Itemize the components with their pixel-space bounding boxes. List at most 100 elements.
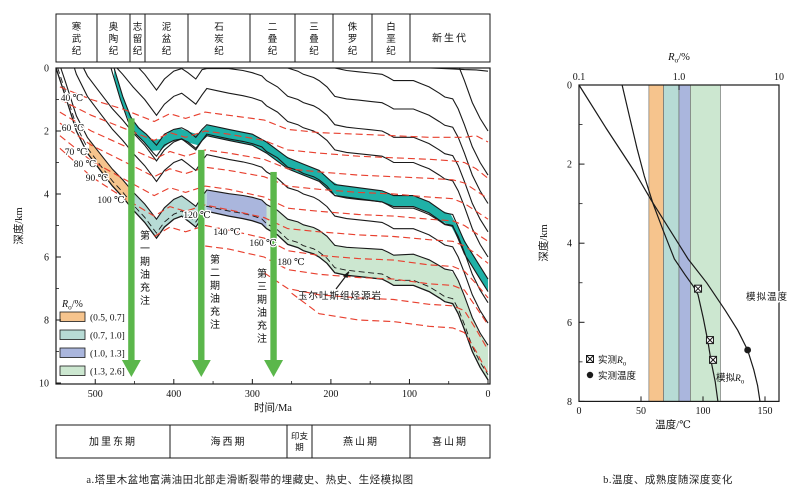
isotherm-label: 120 ℃ [183, 211, 211, 221]
period-label: 新生代 [432, 32, 468, 45]
isotherm-label: 100 ℃ [97, 196, 125, 206]
period-label: 白垩纪 [386, 21, 396, 57]
stratum-curve [83, 67, 489, 303]
svg-text:充: 充 [210, 305, 220, 318]
svg-text:盆: 盆 [162, 33, 172, 45]
period-box [332, 13, 373, 63]
svg-text:纪: 纪 [109, 45, 119, 57]
isotherm-label: 40 ℃ [61, 94, 84, 104]
tectonic-stages: 加里东期 海西期 印支期 燕山期 喜山期 [55, 424, 491, 459]
svg-text:第: 第 [257, 267, 267, 280]
depth-tick-label: 8 [567, 397, 572, 408]
sim-temp-curve [578, 84, 761, 402]
panel-a-axes: 0 2 4 6 8 10 500 400 300 200 100 0 时间/Ma 深度/km [12, 64, 491, 414]
y-tick-label: 6 [44, 253, 49, 264]
depth-tick-label: 0 [567, 81, 572, 92]
legend-circle-symbol [586, 371, 594, 379]
svg-text:期: 期 [210, 280, 220, 292]
svg-text:三: 三 [309, 23, 319, 33]
tectonic-box [286, 424, 313, 459]
ro-tick-label: 10 [774, 72, 784, 83]
tectonic-box [55, 424, 171, 459]
svg-text:叠: 叠 [309, 34, 319, 45]
svg-text:纪: 纪 [72, 45, 82, 57]
temp-axis-title: 温度/℃ [655, 418, 691, 431]
period-box [409, 13, 491, 63]
y-axis-title: 深度/km [12, 207, 25, 244]
sim-ro-label: 模拟Ro [716, 372, 745, 386]
svg-text:二: 二 [210, 268, 220, 279]
svg-text:一: 一 [140, 244, 150, 255]
oil-charge-arrow-3 [264, 171, 284, 377]
svg-text:炭: 炭 [214, 34, 224, 45]
source-base-curve [55, 67, 489, 381]
isotherm-40 [59, 86, 489, 143]
svg-text:注: 注 [140, 294, 150, 307]
period-label: 奥陶纪 [109, 21, 119, 57]
x-axis-title: 时间/Ma [254, 401, 292, 414]
svg-text:充: 充 [257, 319, 267, 332]
svg-text:纪: 纪 [268, 45, 278, 57]
legend-swatch-orange [59, 311, 86, 322]
tectonic-box [409, 424, 491, 459]
maturity-zone-blue [206, 190, 267, 229]
measured-ro-point [705, 336, 714, 345]
period-label: 二叠纪 [268, 23, 278, 57]
period-box [187, 13, 251, 63]
isotherm-140 [205, 245, 489, 326]
maturity-zone-light_green [266, 204, 488, 380]
ro-tick-label: 1.0 [673, 72, 686, 83]
svg-text:充: 充 [140, 281, 150, 294]
svg-text:垩: 垩 [386, 34, 396, 45]
stratum-curve [138, 67, 489, 233]
svg-text:奥: 奥 [109, 21, 119, 33]
depth-tick-label: 2 [567, 160, 572, 171]
y-tick-label: 8 [44, 316, 49, 327]
legend-range-label: (0.5, 0.7] [90, 313, 125, 324]
source-rock-label: 玉尔吐斯组烃源岩 [298, 290, 382, 302]
svg-text:陶: 陶 [109, 33, 119, 45]
x-tick-label: 400 [166, 389, 181, 400]
period-label: 侏罗纪 [348, 22, 358, 57]
legend-swatch-blue [59, 347, 86, 358]
period-box [96, 13, 131, 63]
source-base-dashed-curve [57, 67, 489, 376]
svg-text:侏: 侏 [348, 22, 358, 33]
stratum-curve [334, 67, 489, 176]
svg-text:二: 二 [268, 23, 278, 33]
stratum-curve [458, 67, 489, 132]
legend-range-label: (1.0, 1.3] [90, 349, 125, 360]
isotherm-label: 140 ℃ [213, 228, 241, 238]
depth-axis-title: 深度/km [537, 224, 550, 261]
temp-tick-label: 0 [577, 406, 582, 417]
isotherm-60 [59, 98, 489, 179]
sim-ro-curve [621, 84, 719, 402]
x-tick-label: 100 [402, 389, 417, 400]
measured-temp-point [744, 346, 752, 354]
source-rock-annotation: 玉尔吐斯组烃源岩 [298, 271, 382, 302]
period-label: 石炭纪 [214, 23, 224, 57]
x-tick-label: 300 [245, 389, 260, 400]
legend-range-label: (1.3, 2.6] [90, 367, 125, 378]
svg-text:期: 期 [140, 256, 150, 268]
legend-measured-temp-label: 实测温度 [598, 370, 637, 382]
ro-legend-title: Ro/% [61, 299, 83, 312]
temp-tick-label: 100 [696, 406, 711, 417]
period-label: 志留纪 [133, 21, 143, 57]
svg-text:三: 三 [257, 282, 267, 293]
panel-b: 0.1 1.0 100 50 100 15002468Ro/%温度/℃深度/km模拟温度模… [537, 52, 788, 431]
isotherm-70 [59, 111, 489, 200]
period-box [294, 13, 334, 63]
period-box [55, 13, 98, 63]
teal-band-top-curve [113, 67, 489, 280]
svg-text:油: 油 [257, 306, 267, 319]
y-tick-label: 10 [39, 379, 49, 390]
tectonic-label: 燕山期 [343, 436, 379, 448]
svg-text:纪: 纪 [309, 45, 319, 57]
svg-text:第: 第 [210, 253, 220, 266]
ro-tick-label: 0.1 [573, 72, 586, 83]
svg-text:纪: 纪 [386, 45, 396, 57]
